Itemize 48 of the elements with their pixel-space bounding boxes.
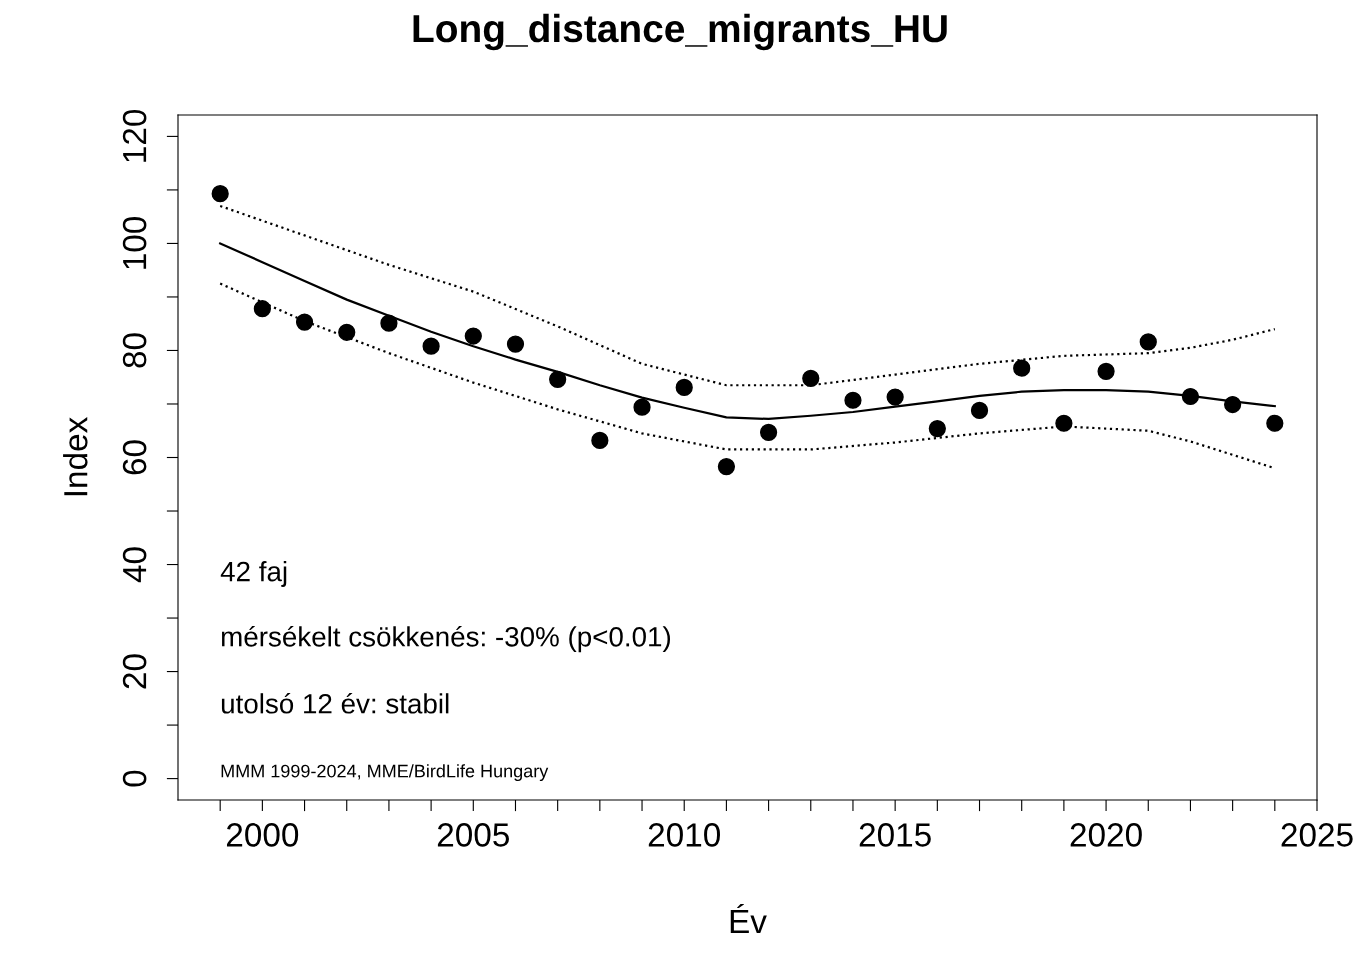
point: [591, 431, 609, 449]
point: [759, 423, 778, 441]
point: [464, 327, 482, 345]
annotation: MMM 1999-2024, MME/BirdLife Hungary: [221, 764, 549, 782]
y-tick-label: 40: [122, 547, 147, 583]
annotation: utolsó 12 év: stabil: [221, 692, 449, 714]
line-series: [219, 242, 1276, 421]
point: [886, 388, 904, 406]
x-tick-label: 2025: [1281, 823, 1353, 847]
point: [1097, 362, 1115, 380]
x-axis-title: Év: [730, 904, 767, 934]
point: [506, 335, 525, 353]
point: [1181, 387, 1200, 406]
point: [211, 185, 229, 203]
point: [380, 314, 398, 332]
annotation: mérsékelt csökkenés: -30% (p<0.01): [221, 625, 671, 653]
x-tick-label: 2010: [648, 823, 720, 847]
point: [1139, 333, 1157, 351]
point: [1224, 395, 1242, 414]
x-tick-label: 2020: [1070, 823, 1142, 847]
point: [422, 337, 440, 355]
point: [633, 398, 651, 416]
point: [717, 457, 736, 476]
line-series: [219, 204, 1276, 387]
y-tick-label: 20: [122, 654, 147, 689]
point: [928, 419, 946, 438]
point: [338, 323, 356, 341]
point: [253, 300, 271, 318]
point: [1055, 414, 1073, 432]
point: [970, 401, 989, 420]
point: [802, 369, 820, 387]
y-axis-title: Index: [63, 417, 88, 496]
y-tick-label: 60: [122, 440, 147, 475]
point: [549, 370, 567, 388]
y-tick-label: 80: [122, 333, 147, 368]
y-tick-label: 0: [122, 770, 147, 787]
point: [1266, 414, 1284, 432]
chart-title: Long_distance_migrants_HU: [413, 13, 947, 51]
x-tick-label: 2015: [859, 823, 931, 847]
x-tick-label: 2005: [437, 823, 509, 847]
y-tick-label: 100: [122, 216, 147, 269]
point: [1013, 359, 1031, 377]
y-tick-label: 120: [122, 109, 147, 162]
x-tick-label: 2000: [226, 823, 299, 847]
annotation: 42 faj: [220, 561, 287, 587]
point: [675, 378, 693, 397]
point: [844, 391, 862, 409]
point: [295, 313, 314, 331]
